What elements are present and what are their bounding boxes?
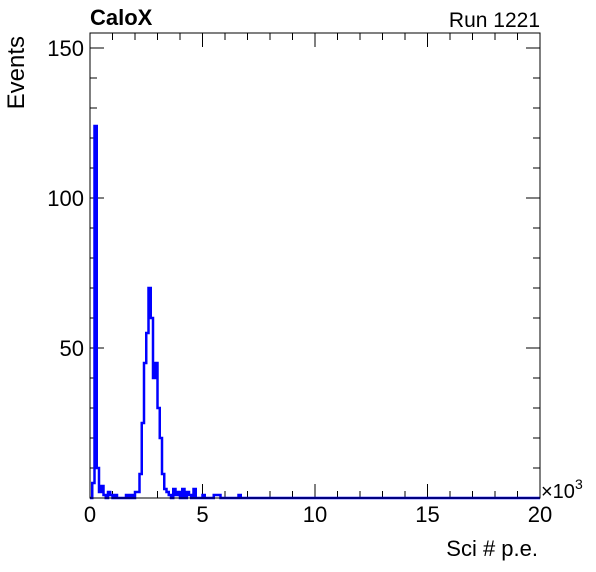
tick-labels: 0 5 10 15 20 50 100 150 — [47, 36, 552, 527]
y-axis-title: Events — [3, 36, 30, 109]
axis-ticks — [89, 33, 541, 498]
x-tick-label: 20 — [528, 502, 552, 527]
x-axis-multiplier-exponent: 3 — [575, 476, 583, 492]
x-axis-title: Sci # p.e. — [446, 536, 538, 561]
x-tick-label: 15 — [415, 502, 439, 527]
y-tick-label: 150 — [47, 36, 84, 61]
x-axis-multiplier-base: ×10 — [541, 481, 575, 503]
run-label: Run 1221 — [449, 9, 540, 32]
x-axis-multiplier: ×103 — [541, 476, 583, 503]
y-tick-label: 50 — [60, 336, 84, 361]
x-tick-label: 5 — [196, 502, 208, 527]
x-tick-label: 10 — [303, 502, 327, 527]
plot-frame — [89, 32, 541, 499]
y-tick-label: 100 — [47, 186, 84, 211]
experiment-label: CaloX — [90, 5, 153, 30]
histogram-line — [90, 124, 540, 500]
x-tick-label: 0 — [84, 502, 96, 527]
